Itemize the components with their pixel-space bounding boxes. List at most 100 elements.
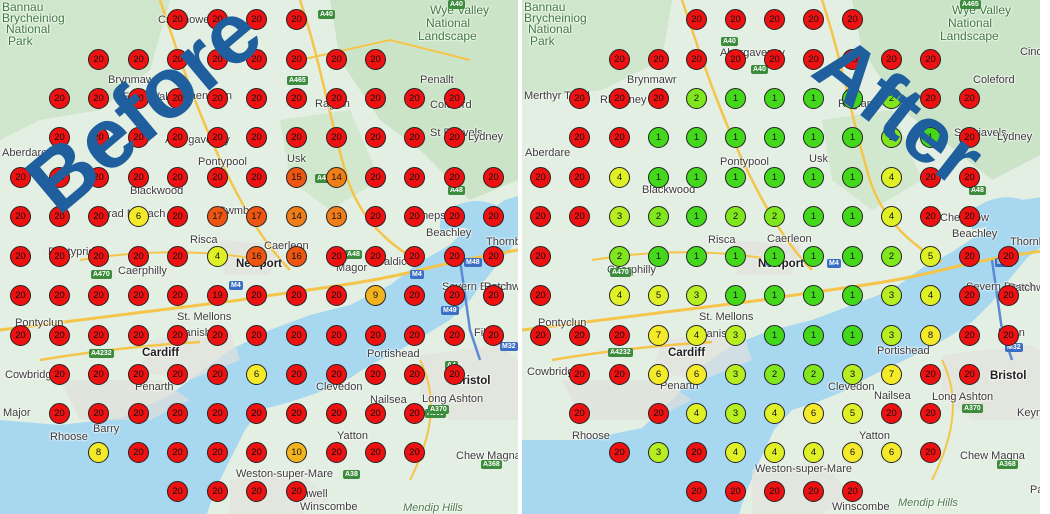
grid-marker[interactable]: 20 — [49, 167, 70, 188]
grid-marker[interactable]: 6 — [686, 364, 707, 385]
grid-marker[interactable]: 1 — [842, 88, 863, 109]
grid-marker[interactable]: 20 — [88, 206, 109, 227]
grid-marker[interactable]: 20 — [444, 364, 465, 385]
grid-marker[interactable]: 16 — [246, 246, 267, 267]
grid-marker[interactable]: 20 — [686, 9, 707, 30]
grid-marker[interactable]: 20 — [998, 246, 1019, 267]
grid-marker[interactable]: 20 — [365, 364, 386, 385]
grid-marker[interactable]: 20 — [326, 364, 347, 385]
grid-marker[interactable]: 1 — [764, 127, 785, 148]
grid-marker[interactable]: 2 — [881, 88, 902, 109]
grid-marker[interactable]: 20 — [246, 285, 267, 306]
grid-marker[interactable]: 20 — [326, 403, 347, 424]
grid-marker[interactable]: 20 — [959, 325, 980, 346]
grid-marker[interactable]: 1 — [803, 206, 824, 227]
grid-marker[interactable]: 20 — [959, 88, 980, 109]
grid-marker[interactable]: 20 — [842, 481, 863, 502]
grid-marker[interactable]: 20 — [326, 285, 347, 306]
grid-marker[interactable]: 1 — [803, 325, 824, 346]
map-panel-before[interactable]: Bannau Brycheiniog National Park Wye Valley N… — [0, 0, 518, 514]
grid-marker[interactable]: 20 — [920, 364, 941, 385]
grid-marker[interactable]: 20 — [246, 127, 267, 148]
grid-marker[interactable]: 20 — [483, 206, 504, 227]
grid-marker[interactable]: 20 — [483, 325, 504, 346]
grid-marker[interactable]: 20 — [167, 167, 188, 188]
grid-marker[interactable]: 1 — [648, 246, 669, 267]
grid-marker[interactable]: 20 — [920, 442, 941, 463]
grid-marker[interactable]: 20 — [286, 9, 307, 30]
grid-marker[interactable]: 20 — [920, 88, 941, 109]
grid-marker[interactable]: 20 — [128, 127, 149, 148]
grid-marker[interactable]: 20 — [444, 88, 465, 109]
grid-marker[interactable]: 20 — [326, 442, 347, 463]
grid-marker[interactable]: 20 — [10, 285, 31, 306]
grid-marker[interactable]: 20 — [725, 49, 746, 70]
grid-marker[interactable]: 20 — [49, 403, 70, 424]
grid-marker[interactable]: 1 — [686, 127, 707, 148]
grid-marker[interactable]: 6 — [803, 403, 824, 424]
grid-marker[interactable]: 20 — [842, 9, 863, 30]
grid-marker[interactable]: 20 — [530, 206, 551, 227]
grid-marker[interactable]: 20 — [286, 403, 307, 424]
grid-marker[interactable]: 20 — [404, 403, 425, 424]
grid-marker[interactable]: 20 — [207, 88, 228, 109]
grid-marker[interactable]: 20 — [246, 442, 267, 463]
grid-marker[interactable]: 15 — [286, 167, 307, 188]
grid-marker[interactable]: 20 — [10, 167, 31, 188]
grid-marker[interactable]: 20 — [404, 127, 425, 148]
grid-marker[interactable]: 14 — [286, 206, 307, 227]
grid-marker[interactable]: 20 — [246, 49, 267, 70]
grid-marker[interactable]: 20 — [128, 364, 149, 385]
grid-marker[interactable]: 1 — [842, 246, 863, 267]
grid-marker[interactable]: 1 — [764, 325, 785, 346]
grid-marker[interactable]: 16 — [286, 246, 307, 267]
grid-marker[interactable]: 20 — [88, 325, 109, 346]
grid-marker[interactable]: 20 — [167, 325, 188, 346]
grid-marker[interactable]: 4 — [764, 403, 785, 424]
grid-marker[interactable]: 20 — [167, 364, 188, 385]
grid-marker[interactable]: 20 — [88, 167, 109, 188]
grid-marker[interactable]: 3 — [648, 442, 669, 463]
grid-marker[interactable]: 1 — [725, 88, 746, 109]
grid-marker[interactable]: 20 — [686, 442, 707, 463]
grid-marker[interactable]: 20 — [404, 325, 425, 346]
grid-marker[interactable]: 20 — [207, 442, 228, 463]
grid-marker[interactable]: 6 — [128, 206, 149, 227]
grid-marker[interactable]: 20 — [920, 206, 941, 227]
grid-marker[interactable]: 20 — [246, 403, 267, 424]
grid-marker[interactable]: 20 — [959, 167, 980, 188]
grid-marker[interactable]: 2 — [764, 364, 785, 385]
grid-marker[interactable]: 20 — [569, 325, 590, 346]
grid-marker[interactable]: 10 — [286, 442, 307, 463]
grid-marker[interactable]: 13 — [326, 206, 347, 227]
grid-marker[interactable]: 20 — [167, 246, 188, 267]
grid-marker[interactable]: 20 — [128, 442, 149, 463]
grid-marker[interactable]: 20 — [959, 127, 980, 148]
grid-marker[interactable]: 20 — [959, 206, 980, 227]
grid-marker[interactable]: 2 — [725, 206, 746, 227]
grid-marker[interactable]: 20 — [444, 167, 465, 188]
grid-marker[interactable]: 20 — [246, 325, 267, 346]
grid-marker[interactable]: 1 — [842, 285, 863, 306]
grid-marker[interactable]: 19 — [207, 285, 228, 306]
grid-marker[interactable]: 4 — [609, 167, 630, 188]
grid-marker[interactable]: 4 — [764, 442, 785, 463]
grid-marker[interactable]: 20 — [648, 403, 669, 424]
grid-marker[interactable]: 20 — [128, 285, 149, 306]
grid-marker[interactable]: 20 — [167, 88, 188, 109]
grid-marker[interactable]: 20 — [803, 9, 824, 30]
grid-marker[interactable]: 20 — [207, 364, 228, 385]
grid-marker[interactable]: 20 — [803, 481, 824, 502]
grid-marker[interactable]: 20 — [10, 325, 31, 346]
grid-marker[interactable]: 8 — [88, 442, 109, 463]
grid-marker[interactable]: 1 — [764, 88, 785, 109]
grid-marker[interactable]: 20 — [49, 325, 70, 346]
grid-marker[interactable]: 20 — [10, 206, 31, 227]
grid-marker[interactable]: 20 — [286, 49, 307, 70]
grid-marker[interactable]: 20 — [88, 127, 109, 148]
grid-marker[interactable]: 20 — [569, 206, 590, 227]
grid-marker[interactable]: 20 — [483, 285, 504, 306]
grid-marker[interactable]: 2 — [686, 88, 707, 109]
grid-marker[interactable]: 1 — [648, 127, 669, 148]
grid-marker[interactable]: 20 — [207, 403, 228, 424]
